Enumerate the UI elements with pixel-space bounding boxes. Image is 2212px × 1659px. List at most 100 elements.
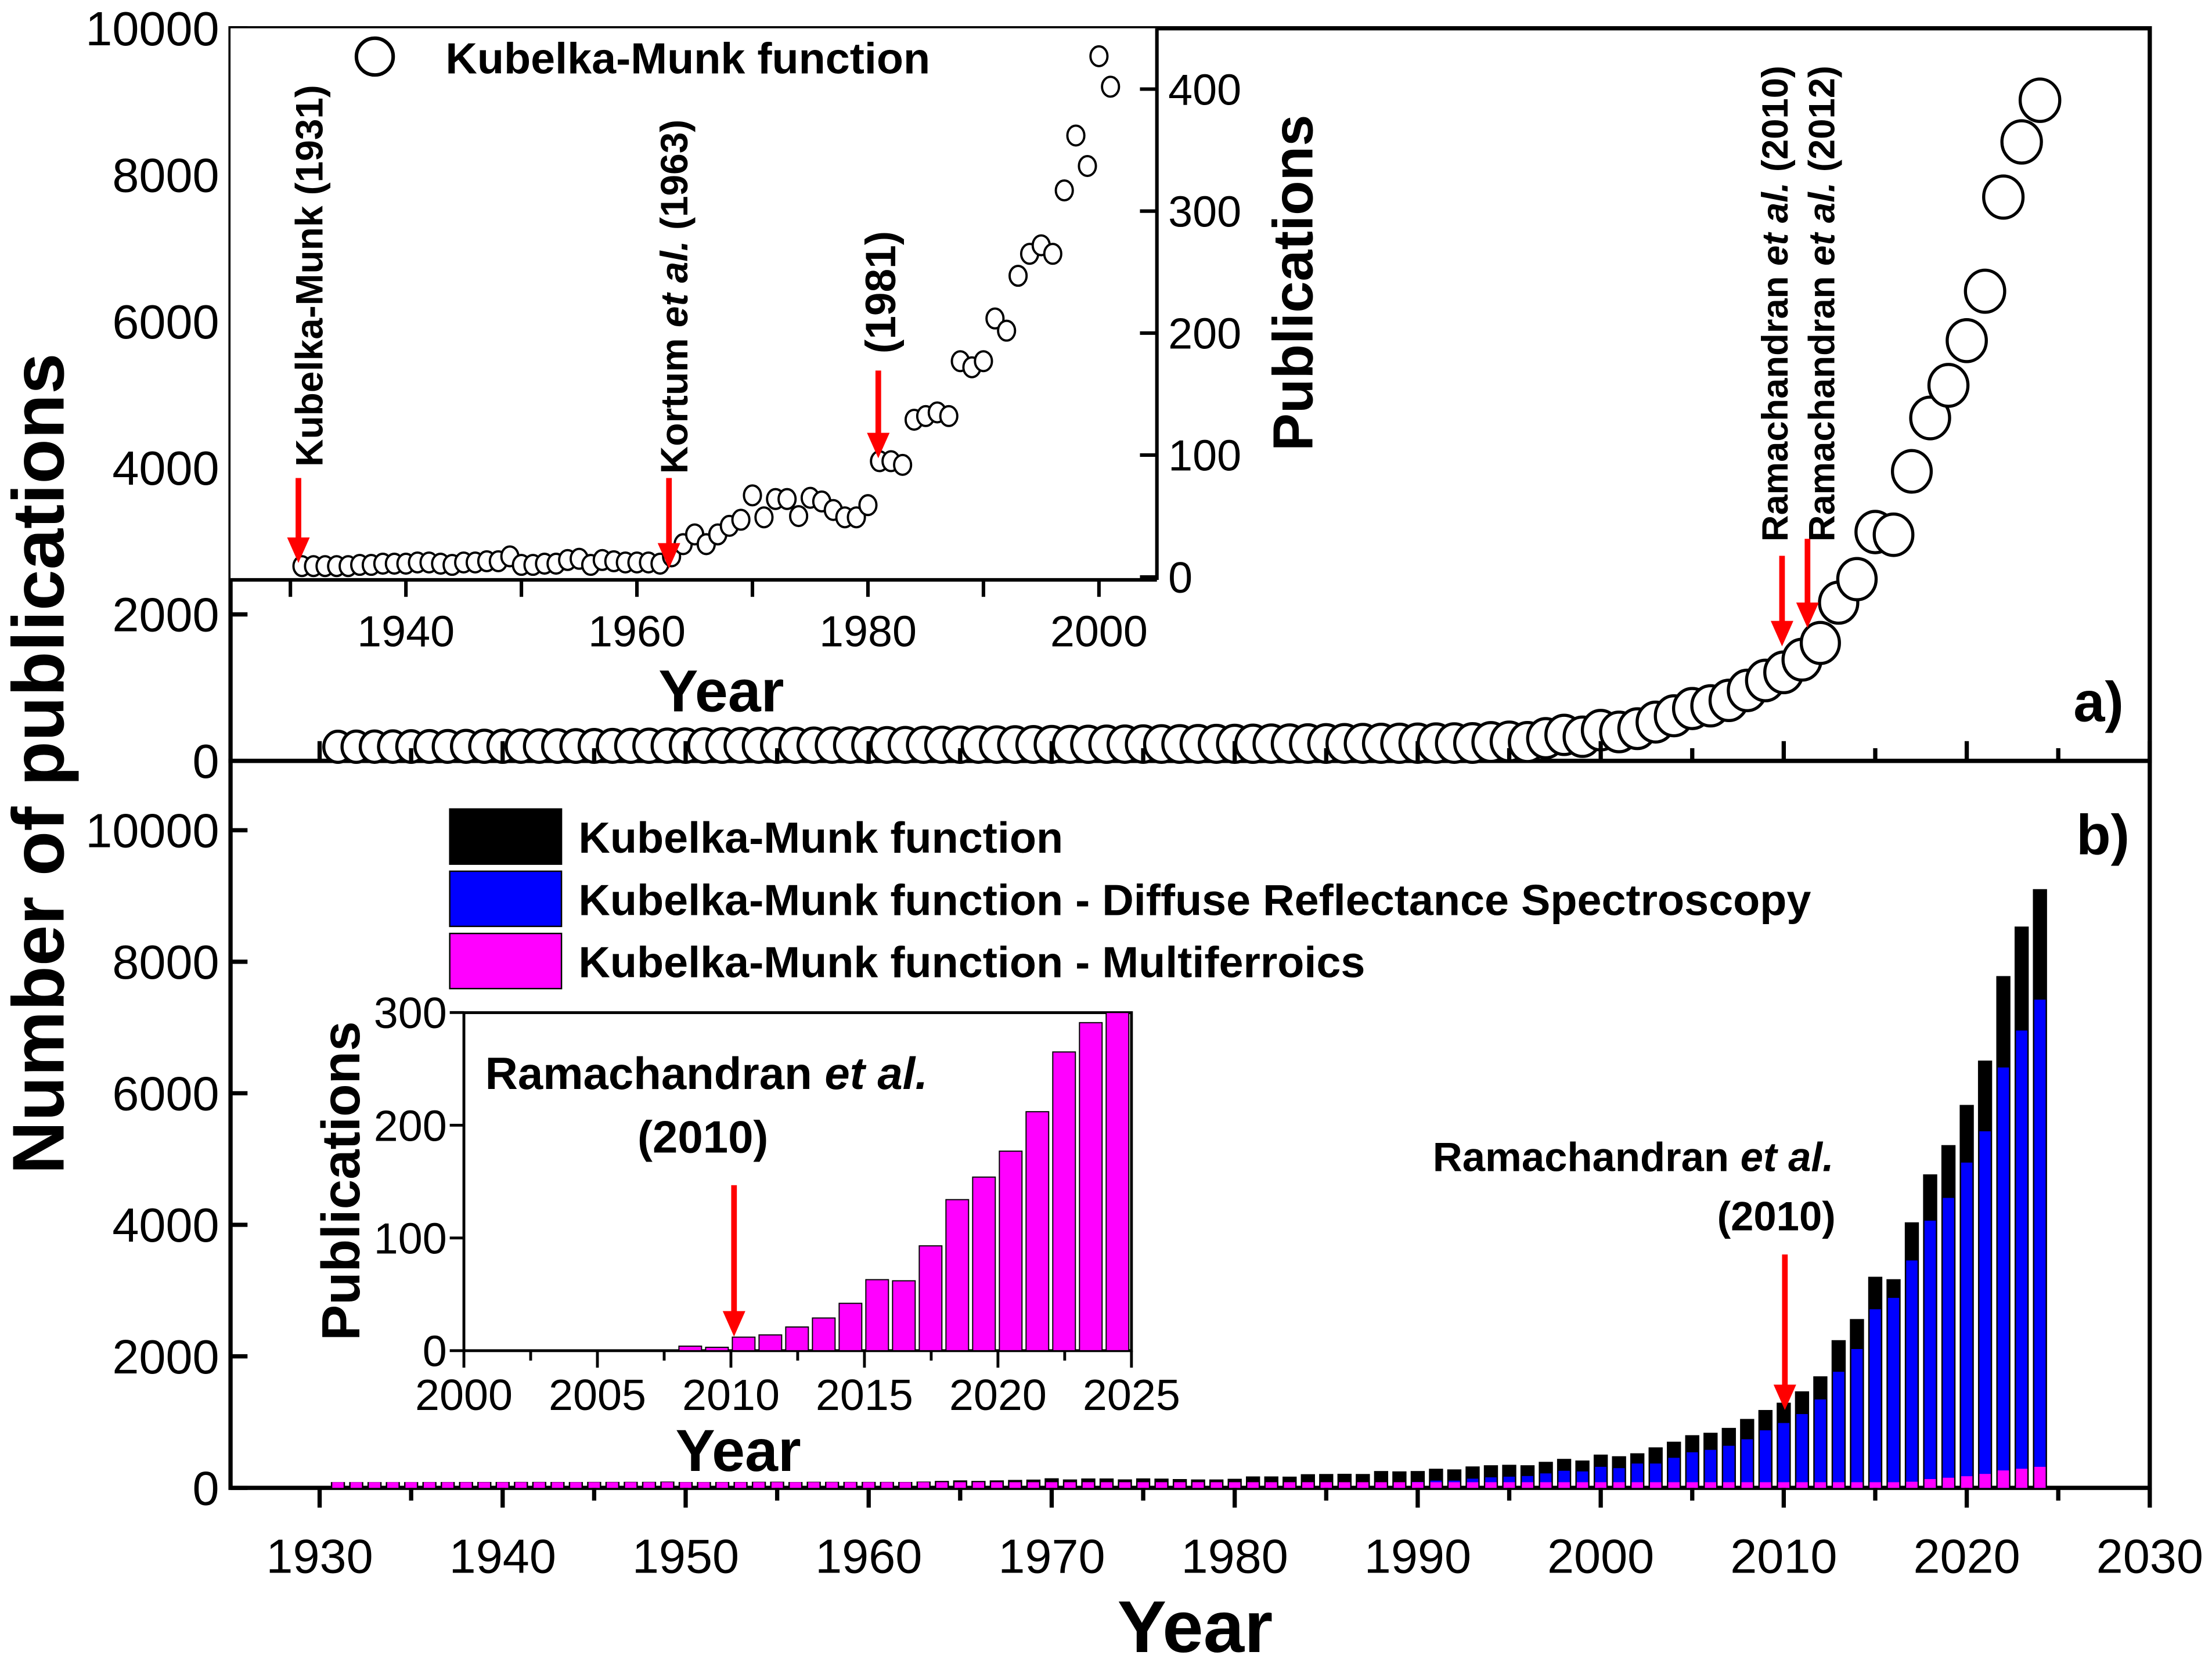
bar-multiferroics-2017 [1906, 1481, 1918, 1488]
bar-drs-2015 [1869, 1309, 1881, 1488]
bar-multiferroics-1958 [826, 1482, 838, 1488]
panel-b-xtick-label: 1930 [266, 1529, 373, 1583]
annotation-arrows [287, 370, 1819, 1411]
inset-b-xtick-label: 2010 [682, 1371, 780, 1420]
bar-multiferroics-1956 [790, 1482, 801, 1488]
inset-a-marker-1996 [1043, 243, 1062, 265]
panel-b-bars [330, 889, 2047, 1488]
inset-b-bar-2010 [732, 1336, 756, 1351]
bar-multiferroics-1932 [350, 1482, 362, 1488]
bar-multiferroics-1955 [771, 1482, 783, 1488]
panel-b-xtick-label: 2030 [2096, 1529, 2203, 1583]
panel-b-xtick-label: 2020 [1913, 1529, 2020, 1583]
bar-multiferroics-2001 [1613, 1482, 1625, 1488]
inset-b-xtick-label: 2000 [415, 1371, 513, 1420]
bar-multiferroics-2012 [1814, 1482, 1826, 1488]
inset-a-marker-1992 [997, 319, 1017, 342]
inset-a-ytick-label: 100 [1168, 432, 1241, 481]
marker-km-2016 [1872, 512, 1915, 557]
inset-a-marker-1970 [743, 484, 762, 507]
bar-multiferroics-2014 [1851, 1482, 1863, 1488]
inset-b-xtick-label: 2005 [549, 1371, 646, 1420]
legend-a-label: Kubelka-Munk function [445, 35, 930, 84]
bar-multiferroics-2006 [1705, 1482, 1717, 1488]
inset-a-marker-1999 [1078, 154, 1097, 177]
panel-a-ytick-label: 0 [193, 734, 219, 788]
bar-multiferroics-1949 [661, 1482, 673, 1488]
inset-b-bar-2013 [812, 1317, 836, 1351]
bar-multiferroics-1991 [1430, 1482, 1442, 1488]
panel-b-xtick-label: 1940 [449, 1529, 556, 1583]
y-axis-title: Number of publications [0, 353, 80, 1174]
inset-b-x-title: Year [676, 1417, 801, 1484]
bar-drs-2002 [1631, 1463, 1643, 1488]
bar-multiferroics-1988 [1375, 1482, 1387, 1488]
bar-multiferroics-1983 [1284, 1482, 1295, 1488]
panel-b-ytick-label: 8000 [112, 935, 219, 989]
panel-b-xtick-label: 1970 [998, 1529, 1105, 1583]
bar-multiferroics-1934 [387, 1482, 399, 1488]
inset-b-bar-2020 [999, 1151, 1023, 1351]
bar-multiferroics-2023 [2016, 1469, 2027, 1488]
bar-multiferroics-1971 [1064, 1482, 1076, 1488]
bar-multiferroics-1957 [808, 1482, 820, 1488]
axis-ticks: 0020002000400040006000600080008000100001… [85, 2, 2203, 1583]
bar-multiferroics-1995 [1503, 1482, 1515, 1488]
inset-a-ytick-label: 400 [1168, 66, 1241, 114]
panel-b-xtick-label: 1960 [815, 1529, 922, 1583]
bar-multiferroics-1970 [1046, 1482, 1058, 1488]
x-axis-title: Year [1118, 1585, 1273, 1659]
inset-a-marker-1998 [1066, 124, 1086, 147]
arrow-2010-b-head [1773, 1384, 1796, 1411]
panel-b-xtick-label: 2000 [1547, 1529, 1654, 1583]
inset-a-marker-1971 [754, 506, 774, 529]
inset-b-ytick-label: 100 [374, 1214, 447, 1263]
inset-a-marker-1980 [858, 494, 878, 517]
bar-drs-2016 [1887, 1297, 1900, 1488]
inset-b-bar-2008 [678, 1346, 702, 1351]
bar-multiferroics-1936 [423, 1482, 435, 1488]
inset-a-marker-1990 [974, 350, 993, 373]
bar-multiferroics-1948 [643, 1482, 655, 1488]
bar-drs-2011 [1796, 1414, 1808, 1488]
bar-drs-2004 [1668, 1458, 1680, 1488]
bar-multiferroics-1968 [1009, 1482, 1021, 1488]
marker-km-2024 [2018, 77, 2062, 123]
marker-km-2022 [1982, 174, 2025, 220]
inset-a-marker-1991 [985, 307, 1005, 330]
bar-drs-2019 [1943, 1198, 1954, 1488]
bar-multiferroics-1937 [442, 1482, 453, 1488]
inset-b-bar-2021 [1025, 1111, 1050, 1351]
marker-km-2019 [1927, 363, 1970, 408]
legend-b-label-multiferroics: Kubelka-Munk function - Multiferroics [578, 939, 1365, 987]
bar-multiferroics-1950 [680, 1482, 691, 1488]
legend-b-label-drs: Kubelka-Munk function - Diffuse Reflecta… [578, 876, 1811, 925]
panel-a-label: a) [2073, 670, 2124, 734]
inset-a-marker-1997 [1054, 179, 1074, 202]
bar-multiferroics-1967 [991, 1482, 1003, 1488]
bar-multiferroics-2019 [1943, 1477, 1954, 1488]
bar-drs-2024 [2034, 1000, 2046, 1488]
inset-b-bar-2011 [758, 1334, 783, 1351]
bar-multiferroics-1946 [607, 1482, 618, 1488]
bar-multiferroics-1938 [460, 1482, 472, 1488]
bar-drs-2020 [1961, 1162, 1973, 1488]
bar-multiferroics-2002 [1631, 1482, 1643, 1488]
bar-drs-2017 [1906, 1260, 1918, 1488]
marker-km-2023 [2000, 119, 2043, 165]
inset-a-marker-1969 [731, 508, 751, 531]
inset-b-annotation: Ramachandran et al. [485, 1048, 928, 1099]
inset-a-marker-1979 [846, 506, 866, 529]
bar-drs-2008 [1741, 1439, 1753, 1488]
bar-multiferroics-2008 [1741, 1482, 1753, 1488]
bar-multiferroics-2010 [1778, 1482, 1790, 1488]
inset-a-x-title: Year [658, 658, 784, 724]
inset-a-ytick-label: 0 [1168, 554, 1193, 603]
panel-a-ytick-label: 4000 [112, 441, 219, 495]
legend-a-marker [354, 36, 395, 77]
annotation-1981: (1981) [858, 231, 905, 354]
arrow-1981-head [867, 432, 890, 459]
inset-b-annotation-year: (2010) [637, 1112, 768, 1163]
bar-multiferroics-1984 [1302, 1482, 1314, 1488]
